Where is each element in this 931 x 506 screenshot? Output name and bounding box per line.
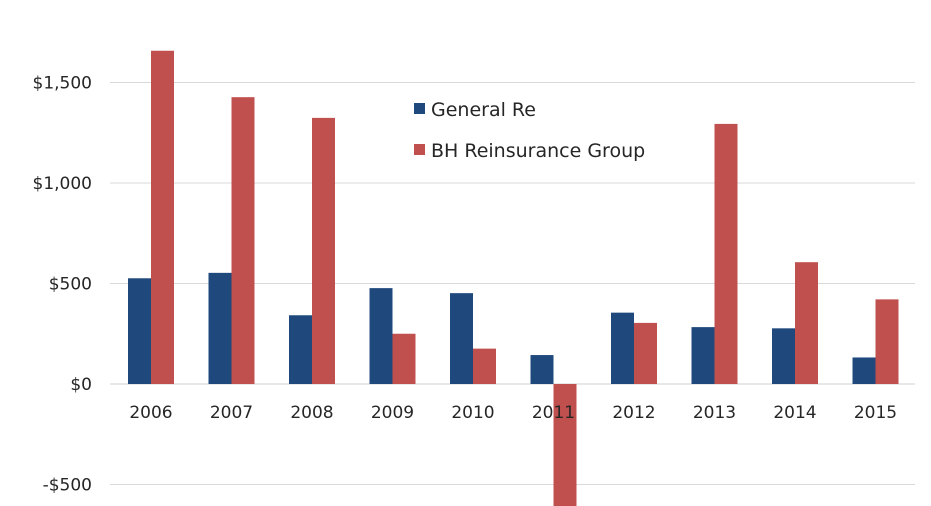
bar-general-re-2009 (369, 288, 393, 384)
y-tick-label: -$500 (43, 476, 92, 496)
bar-general-re-2014 (772, 328, 795, 384)
bar-general-re-2012 (611, 312, 634, 384)
y-tick-label: $1,500 (33, 74, 92, 94)
x-tick-label: 2007 (210, 403, 253, 423)
legend: General Re BH Reinsurance Group (414, 99, 645, 162)
bar-bh-reinsurance-2010 (473, 348, 496, 384)
y-tick-label: $500 (49, 275, 92, 295)
bar-bh-reinsurance-2014 (795, 262, 818, 384)
x-tick-label: 2009 (371, 403, 414, 423)
y-tick-label: $1,000 (33, 174, 92, 194)
x-tick-label: 2006 (129, 403, 172, 423)
bar-bh-reinsurance-2011 (553, 384, 577, 506)
x-axis-tick-labels: 2006 2007 2008 2009 2010 2011 2012 2013 2014 2015 (129, 403, 897, 423)
legend-label-bh-reinsurance: BH Reinsurance Group (431, 140, 645, 162)
bar-general-re-2008 (289, 315, 312, 384)
bar-bh-reinsurance-2009 (392, 333, 416, 384)
bar-general-re-2011 (530, 355, 554, 384)
x-tick-label: 2015 (854, 403, 897, 423)
legend-label-general-re: General Re (431, 99, 536, 121)
y-tick-label: $0 (70, 375, 92, 395)
legend-swatch-general-re (414, 103, 425, 114)
x-tick-label: 2014 (773, 403, 816, 423)
legend-swatch-bh-reinsurance (414, 144, 425, 155)
bars (128, 50, 899, 506)
y-axis-tick-labels: $1,500 $1,000 $500 $0 -$500 (33, 74, 92, 496)
bar-bh-reinsurance-2013 (714, 123, 738, 384)
bar-bh-reinsurance-2006 (151, 50, 174, 384)
bar-general-re-2015 (852, 357, 876, 384)
x-tick-label: 2012 (612, 403, 655, 423)
x-tick-label: 2010 (451, 403, 494, 423)
bar-bh-reinsurance-2012 (634, 322, 657, 384)
bar-bh-reinsurance-2008 (312, 117, 335, 384)
x-tick-label: 2008 (290, 403, 333, 423)
bar-general-re-2007 (208, 272, 232, 384)
bar-general-re-2006 (128, 278, 151, 384)
bar-bh-reinsurance-2015 (875, 299, 899, 384)
bar-general-re-2013 (691, 327, 715, 384)
x-tick-label: 2013 (693, 403, 736, 423)
x-tick-label: 2011 (532, 403, 575, 423)
bar-general-re-2010 (450, 293, 473, 384)
bar-bh-reinsurance-2007 (231, 97, 255, 384)
